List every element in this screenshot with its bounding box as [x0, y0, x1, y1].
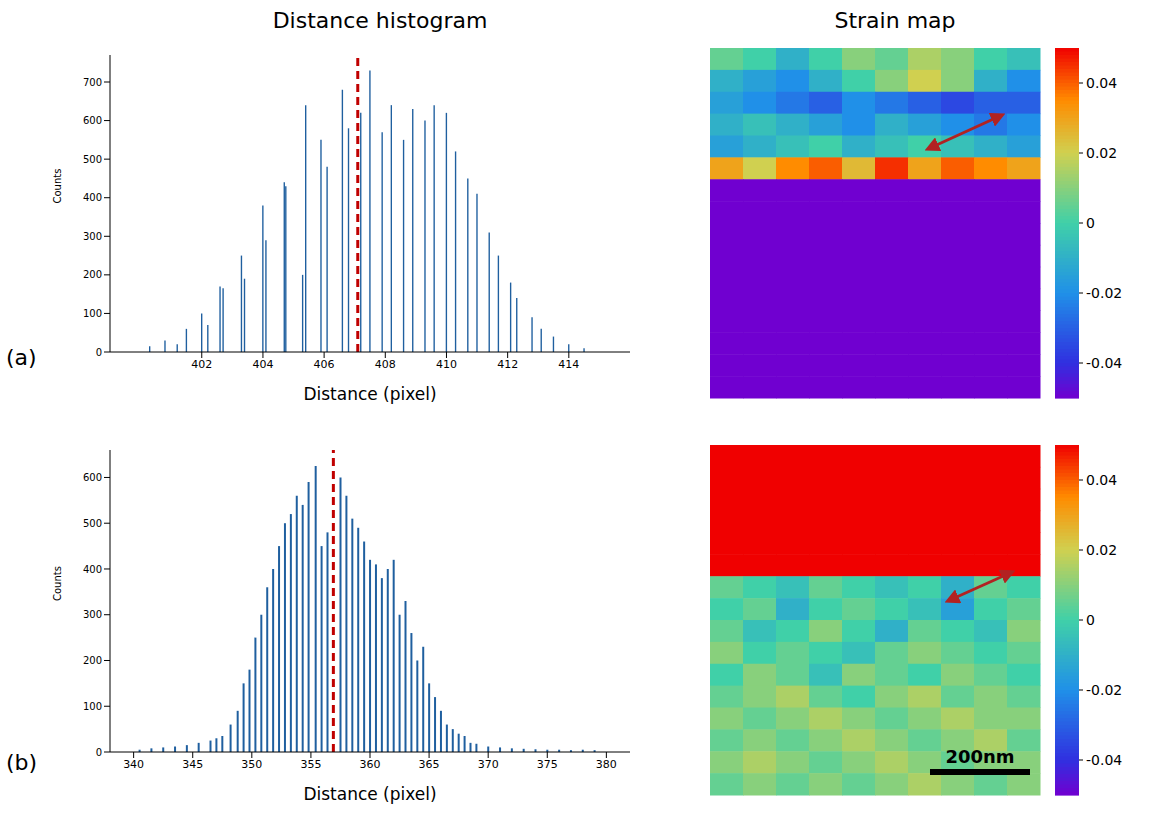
svg-text:0.02: 0.02	[1086, 145, 1117, 161]
svg-text:Counts: Counts	[52, 169, 63, 204]
svg-text:100: 100	[83, 701, 102, 712]
svg-text:0: 0	[1086, 612, 1095, 628]
svg-text:404: 404	[252, 358, 273, 371]
svg-text:600: 600	[83, 115, 102, 126]
svg-text:400: 400	[83, 564, 102, 575]
svg-text:0.02: 0.02	[1086, 542, 1117, 558]
svg-text:Distance (pixel): Distance (pixel)	[303, 384, 436, 404]
svg-text:0.04: 0.04	[1086, 472, 1117, 488]
svg-text:500: 500	[83, 154, 102, 165]
svg-text:600: 600	[83, 472, 102, 483]
svg-text:414: 414	[558, 358, 579, 371]
html-text:(a): (a)	[6, 345, 37, 370]
svg-text:0: 0	[96, 747, 102, 758]
svg-text:-0.02: -0.02	[1086, 682, 1122, 698]
svg-text:375: 375	[537, 758, 558, 771]
svg-text:380: 380	[596, 758, 617, 771]
svg-text:0: 0	[96, 347, 102, 358]
svg-text:300: 300	[83, 609, 102, 620]
svg-text:Counts: Counts	[52, 566, 63, 601]
svg-text:200nm: 200nm	[945, 746, 1014, 767]
html-text:Strain map: Strain map	[834, 8, 956, 33]
svg-text:0: 0	[1086, 215, 1095, 231]
svg-text:500: 500	[83, 518, 102, 529]
svg-text:Distance (pixel): Distance (pixel)	[303, 784, 436, 804]
svg-text:-0.02: -0.02	[1086, 285, 1122, 301]
svg-text:200: 200	[83, 655, 102, 666]
svg-text:200: 200	[83, 269, 102, 280]
svg-text:-0.04: -0.04	[1086, 752, 1122, 768]
svg-text:410: 410	[436, 358, 457, 371]
svg-text:402: 402	[191, 358, 212, 371]
html-text:(b): (b)	[6, 750, 38, 775]
svg-text:406: 406	[314, 358, 335, 371]
svg-text:365: 365	[419, 758, 440, 771]
html-text:Distance histogram: Distance histogram	[272, 8, 488, 33]
svg-text:350: 350	[241, 758, 262, 771]
svg-text:412: 412	[497, 358, 518, 371]
svg-text:408: 408	[375, 358, 396, 371]
svg-text:100: 100	[83, 308, 102, 319]
svg-text:360: 360	[360, 758, 381, 771]
svg-text:370: 370	[478, 758, 499, 771]
svg-text:700: 700	[83, 77, 102, 88]
svg-text:355: 355	[300, 758, 321, 771]
svg-text:0.04: 0.04	[1086, 75, 1117, 91]
svg-text:340: 340	[123, 758, 144, 771]
svg-text:300: 300	[83, 231, 102, 242]
svg-text:400: 400	[83, 192, 102, 203]
svg-text:-0.04: -0.04	[1086, 355, 1122, 371]
svg-text:345: 345	[182, 758, 203, 771]
